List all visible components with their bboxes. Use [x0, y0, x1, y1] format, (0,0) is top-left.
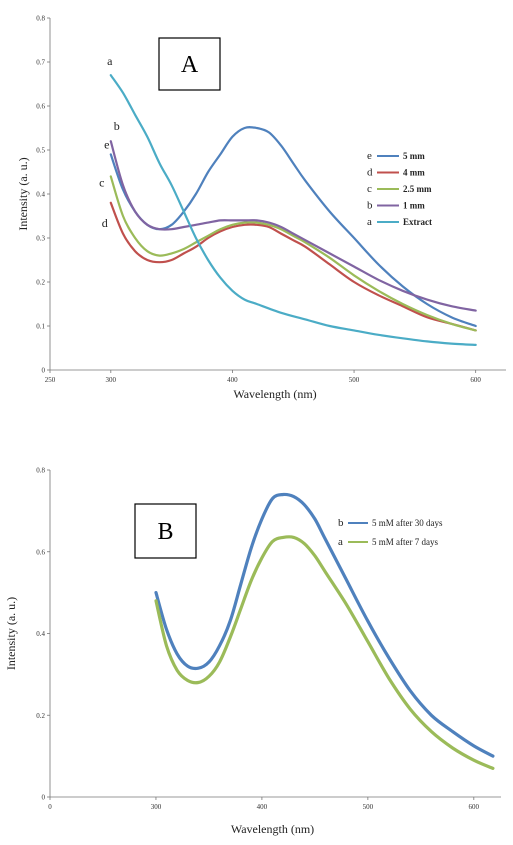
y-tick-label: 0.5	[36, 147, 45, 155]
x-axis-label: Wavelength (nm)	[231, 822, 314, 836]
legend-letter-a: a	[367, 216, 372, 228]
legend-label: 4 mm	[403, 168, 425, 178]
series-letter-a: a	[107, 54, 113, 68]
series-line-c	[109, 175, 477, 332]
x-tick-label: 400	[257, 803, 268, 811]
legend-letter-e: e	[367, 150, 372, 162]
x-tick-label: 600	[470, 376, 481, 384]
y-axis-label: Intensity (a. u.)	[16, 157, 30, 230]
x-tick-label: 500	[349, 376, 360, 384]
series-letter-b: b	[114, 119, 120, 133]
chart-panel-b: 0 0.2 0.4 0.6 0.8 0 300 400 500 600 Wavelength (nm…	[4, 467, 501, 836]
chart-panel-a: 0 0.1 0.2 0.3 0.4 0.5 0.6 0.7 0.8 250 300 400 500 600…	[16, 15, 506, 401]
y-tick-label: 0.1	[36, 323, 45, 331]
series-letter-c: c	[99, 175, 104, 189]
x-tick-label: 300	[106, 376, 117, 384]
panel-label-box	[158, 37, 221, 91]
legend-letter-c: c	[367, 183, 372, 195]
panel-label: B	[157, 519, 173, 545]
y-axis-label: Intensity (a. u.)	[4, 597, 18, 670]
y-tick-label: 0.7	[36, 59, 45, 67]
panel-label: A	[181, 52, 199, 78]
legend-label: 2.5 mm	[403, 184, 432, 194]
legend-letter-a: a	[338, 536, 343, 548]
panel-label-box	[134, 503, 197, 559]
series-line-b	[109, 140, 477, 312]
series-letter-e: e	[104, 137, 109, 151]
x-tick-label: 400	[227, 376, 238, 384]
x-axis-label: Wavelength (nm)	[233, 387, 316, 401]
y-tick-label: 0.6	[36, 548, 45, 556]
y-tick-label: 0	[42, 367, 46, 375]
y-tick-label: 0.8	[36, 467, 45, 475]
legend-label: 5 mM after 30 days	[372, 518, 443, 528]
x-tick-label: 300	[151, 803, 162, 811]
legend-letter-b: b	[338, 517, 344, 529]
legend-label: Extract	[403, 217, 432, 227]
x-tick-label: 250	[45, 376, 56, 384]
x-tick-label: 0	[48, 803, 52, 811]
y-tick-label: 0.6	[36, 103, 45, 111]
y-tick-label: 0.2	[36, 279, 45, 287]
x-tick-label: 500	[363, 803, 374, 811]
y-tick-label: 0	[42, 794, 46, 802]
legend-letter-d: d	[367, 167, 373, 179]
legend-label: 5 mm	[403, 151, 425, 161]
y-tick-label: 0.8	[36, 15, 45, 23]
y-tick-label: 0.2	[36, 712, 45, 720]
legend-label: 1 mm	[403, 201, 425, 211]
series-line-a	[109, 74, 477, 346]
series-line-a	[154, 535, 495, 770]
series-letter-d: d	[102, 216, 108, 230]
x-tick-label: 600	[469, 803, 480, 811]
y-tick-label: 0.4	[36, 191, 45, 199]
legend-label: 5 mM after 7 days	[372, 537, 438, 547]
y-tick-label: 0.4	[36, 630, 45, 638]
y-tick-label: 0.3	[36, 235, 45, 243]
legend-letter-b: b	[367, 200, 373, 212]
series-line-d	[109, 201, 477, 332]
series-line-b	[154, 492, 495, 758]
